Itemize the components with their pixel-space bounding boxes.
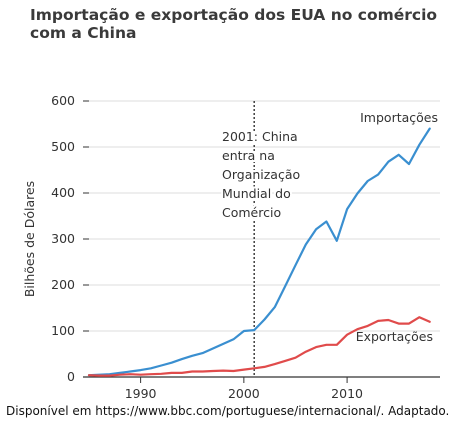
series-line <box>87 127 431 377</box>
line-chart: 0 100 200 300 400 500 600 1990 2000 2010 Bilhões d… <box>22 93 440 400</box>
y-tick-label: 100 <box>51 323 75 338</box>
chart-title: Importação e exportação dos EUA no comér… <box>30 6 450 42</box>
source-note: Disponível em https://www.bbc.com/portug… <box>6 404 450 418</box>
x-tick-label: 2000 <box>228 386 260 400</box>
series-lines <box>87 127 431 377</box>
series-label: Importações <box>360 110 438 125</box>
chart-title-line-2: com a China <box>30 24 137 42</box>
y-axis-label: Bilhões de Dólares <box>22 181 37 297</box>
y-tick-label: 300 <box>51 231 75 246</box>
y-tick-label: 600 <box>51 93 75 108</box>
annotation-text-line: entra na <box>222 148 275 163</box>
grid-lines <box>89 100 440 332</box>
annotation: 2001: China entra na Organização Mundial do… <box>220 101 302 377</box>
x-tick-label: 2010 <box>331 386 363 400</box>
y-tick-label: 200 <box>51 277 75 292</box>
y-tick-label: 500 <box>51 139 75 154</box>
series-labels: Importações Exportações <box>356 110 438 344</box>
y-tick-label: 0 <box>67 369 75 384</box>
annotation-text-line: Mundial do <box>222 186 291 201</box>
annotation-text-line: 2001: China <box>222 129 298 144</box>
series-label: Exportações <box>356 329 433 344</box>
chart-title-line-1: Importação e exportação dos EUA no comér… <box>30 6 438 24</box>
axes: 0 100 200 300 400 500 600 1990 2000 2010 Bilhões d… <box>22 93 440 400</box>
series-line <box>87 316 431 377</box>
annotation-text-line: Organização <box>222 167 300 182</box>
x-tick-label: 1990 <box>125 386 157 400</box>
y-tick-label: 400 <box>51 185 75 200</box>
annotation-text-line: Comércio <box>222 205 281 220</box>
